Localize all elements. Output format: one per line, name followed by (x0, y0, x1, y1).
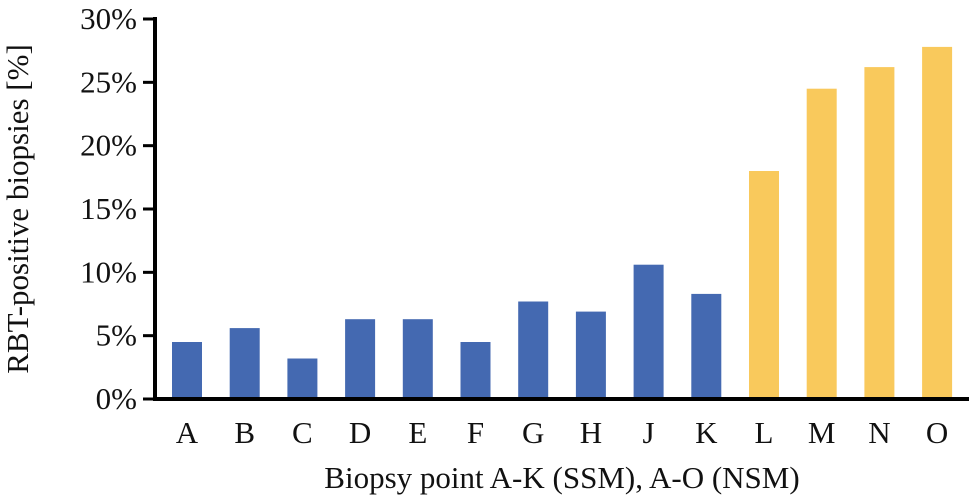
bars-group (172, 46, 953, 400)
bar-D (345, 319, 376, 399)
bar-N (864, 67, 895, 399)
y-tick-label: 10% (80, 254, 137, 289)
bar-E (402, 319, 433, 399)
x-tick-label: O (926, 415, 948, 450)
bar-O (922, 46, 953, 400)
bar-H (575, 311, 606, 399)
bar-B (229, 328, 260, 399)
bar-F (460, 342, 491, 399)
y-tick-label: 5% (96, 318, 137, 353)
y-tick-label: 0% (96, 381, 137, 416)
bar-M (806, 88, 837, 399)
y-tick-label: 25% (80, 64, 137, 99)
x-tick-label: E (408, 415, 427, 450)
bar-L (749, 171, 779, 399)
x-tick-label: D (349, 415, 371, 450)
x-tick-label: C (292, 415, 313, 450)
x-tick-label: K (695, 415, 718, 450)
bar-A (172, 342, 202, 399)
y-tick-label: 20% (80, 128, 137, 163)
bar-K (691, 293, 722, 399)
x-axis-title: Biopsy point A-K (SSM), A-O (NSM) (324, 460, 799, 495)
x-tick-label: H (580, 415, 602, 450)
x-tick-label: M (808, 415, 836, 450)
bar-C (287, 358, 318, 399)
bar-G (518, 301, 549, 399)
x-tick-label: F (467, 415, 484, 450)
y-tick-label: 30% (80, 1, 137, 36)
x-tick-label: B (234, 415, 255, 450)
x-tick-label: N (868, 415, 890, 450)
y-tick-label: 15% (80, 191, 137, 226)
y-axis-title: RBT-positive biopsies [%] (0, 44, 35, 374)
x-tick-label: G (522, 415, 544, 450)
x-tick-label: A (176, 415, 199, 450)
bar-J (633, 264, 664, 399)
x-tick-label: J (643, 415, 655, 450)
x-tick-label: L (755, 415, 774, 450)
y-axis-ticks: 0% 5% 10% 15% 20% 25% 30% (80, 1, 155, 416)
